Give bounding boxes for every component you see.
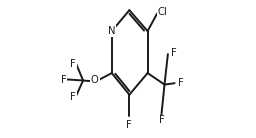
- Text: F: F: [70, 59, 76, 69]
- Text: O: O: [91, 75, 99, 86]
- Text: F: F: [159, 115, 165, 125]
- Text: F: F: [171, 48, 177, 58]
- Text: F: F: [61, 75, 67, 86]
- Text: Cl: Cl: [158, 7, 167, 17]
- Text: F: F: [70, 92, 76, 102]
- Text: F: F: [126, 120, 132, 130]
- Text: N: N: [108, 26, 115, 36]
- Text: F: F: [178, 78, 184, 88]
